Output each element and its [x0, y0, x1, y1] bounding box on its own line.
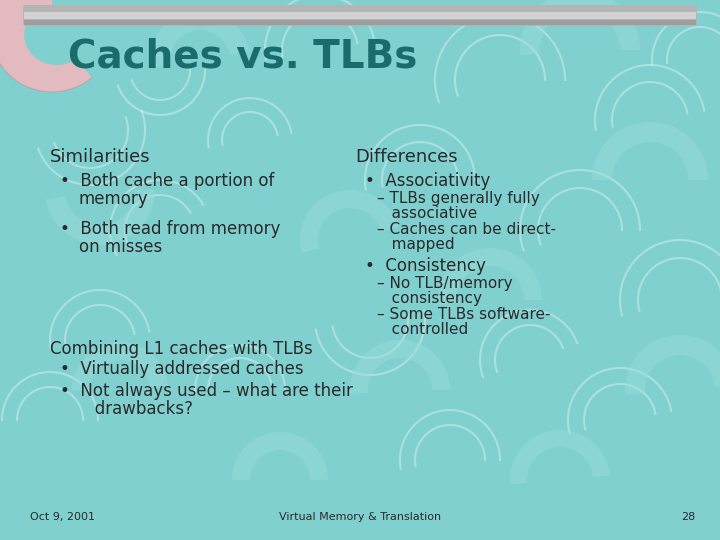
Text: Oct 9, 2001: Oct 9, 2001	[30, 512, 95, 522]
Text: – Caches can be direct-: – Caches can be direct-	[377, 222, 556, 237]
Text: Virtual Memory & Translation: Virtual Memory & Translation	[279, 512, 441, 522]
Polygon shape	[150, 10, 249, 69]
Polygon shape	[510, 430, 610, 484]
Polygon shape	[46, 190, 155, 245]
Text: Differences: Differences	[355, 148, 458, 166]
Polygon shape	[72, 342, 168, 390]
Text: •  Virtually addressed caches: • Virtually addressed caches	[60, 360, 304, 378]
Polygon shape	[438, 248, 542, 305]
Text: •  Associativity: • Associativity	[365, 172, 490, 190]
Polygon shape	[0, 0, 92, 92]
Text: consistency: consistency	[377, 291, 482, 306]
Polygon shape	[300, 190, 398, 253]
Text: •  Consistency: • Consistency	[365, 257, 486, 275]
Text: – Some TLBs software-: – Some TLBs software-	[377, 307, 551, 322]
Text: •  Both cache a portion of: • Both cache a portion of	[60, 172, 274, 190]
Polygon shape	[592, 122, 708, 180]
Text: Combining L1 caches with TLBs: Combining L1 caches with TLBs	[50, 340, 312, 358]
Text: – No TLB/memory: – No TLB/memory	[377, 276, 513, 291]
Polygon shape	[350, 340, 450, 394]
Text: associative: associative	[377, 206, 477, 221]
Text: mapped: mapped	[377, 237, 454, 252]
Text: on misses: on misses	[79, 238, 162, 256]
Text: •  Both read from memory: • Both read from memory	[60, 220, 280, 238]
FancyBboxPatch shape	[24, 20, 696, 25]
Text: Similarities: Similarities	[50, 148, 150, 166]
Polygon shape	[520, 0, 640, 55]
Polygon shape	[625, 335, 720, 395]
Text: Caches vs. TLBs: Caches vs. TLBs	[68, 37, 418, 75]
FancyBboxPatch shape	[24, 12, 696, 19]
Text: drawbacks?: drawbacks?	[79, 400, 193, 418]
Text: memory: memory	[79, 190, 148, 208]
Text: – TLBs generally fully: – TLBs generally fully	[377, 191, 540, 206]
Text: controlled: controlled	[377, 322, 468, 337]
Text: 28: 28	[680, 512, 695, 522]
Text: •  Not always used – what are their: • Not always used – what are their	[60, 382, 353, 400]
Polygon shape	[232, 432, 328, 480]
FancyBboxPatch shape	[23, 5, 697, 26]
